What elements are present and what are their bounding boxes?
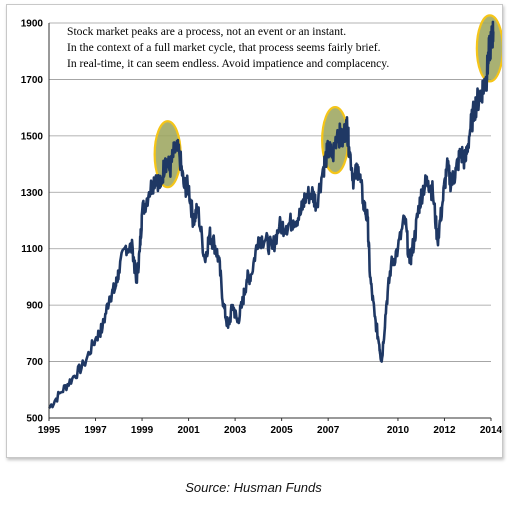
x-tick-label: 2014 [480, 425, 502, 436]
series-line-1 [48, 20, 495, 409]
x-tick-label: 2005 [271, 425, 294, 436]
x-tick-label: 2012 [433, 425, 456, 436]
x-tick-label: 2003 [224, 425, 247, 436]
annotation-box: Stock market peaks are a process, not an… [67, 25, 389, 70]
x-tick-label: 2001 [177, 425, 200, 436]
y-tick-label: 1100 [21, 244, 43, 255]
x-tick-label: 2010 [387, 425, 410, 436]
source-caption: Source: Husman Funds [185, 480, 322, 495]
x-tick-label: 2007 [317, 425, 340, 436]
annotation-line-2: In the context of a full market cycle, t… [67, 41, 381, 54]
line-chart: 500 700 900 1100 1300 1500 1700 1900 1995 1997 199… [21, 14, 502, 437]
y-tick-label: 1700 [21, 75, 44, 86]
y-tick-label: 1500 [21, 131, 44, 142]
axes: 500 700 900 1100 1300 1500 1700 1900 1995 1997 199… [21, 19, 502, 437]
y-tick-label: 900 [26, 301, 43, 312]
series-group [48, 20, 495, 409]
y-tick-label: 1300 [21, 188, 44, 199]
y-tick-label: 1900 [21, 19, 44, 30]
y-tick-label: 700 [26, 357, 43, 368]
annotation-line-3: In real-time, it can seem endless. Avoid… [67, 57, 389, 70]
y-tick-label: 500 [26, 414, 43, 425]
x-tick-label: 1995 [38, 425, 61, 436]
x-tick-label: 1999 [131, 425, 154, 436]
x-tick-label: 1997 [84, 425, 107, 436]
chart-frame: 500 700 900 1100 1300 1500 1700 1900 1995 1997 199… [6, 4, 503, 458]
annotation-line-1: Stock market peaks are a process, not an… [67, 25, 346, 38]
